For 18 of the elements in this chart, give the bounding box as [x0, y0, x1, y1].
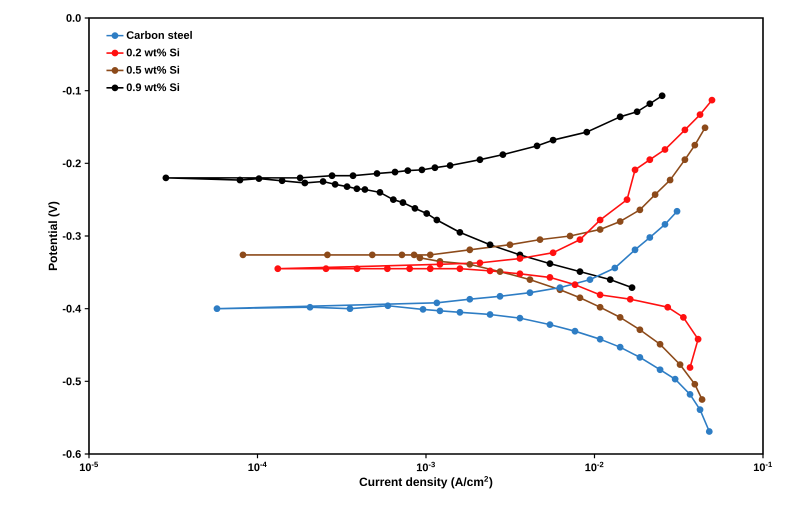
- legend-label: Carbon steel: [126, 30, 192, 39]
- x-axis-title: Current density (A/cm$^{2}$): [360, 476, 492, 488]
- legend-label: 0.9 wt% Si: [126, 83, 180, 92]
- y-axis-title: Potential (V): [48, 202, 60, 270]
- x-tick-label: 10$^{-5}$: [80, 462, 98, 472]
- y-tick-label: -0.4: [62, 304, 82, 313]
- legend-label: 0.2 wt% Si: [126, 48, 180, 56]
- x-tick-label: 10$^{-3}$: [416, 462, 435, 472]
- y-tick-label: -0.5: [62, 377, 81, 386]
- y-tick-label: 0.0: [66, 14, 81, 22]
- x-tick-label: 10$^{-4}$: [248, 462, 267, 472]
- y-tick-label: -0.2: [62, 159, 81, 168]
- x-tick-label: 10$^{-2}$: [585, 462, 604, 472]
- x-tick-label: 10$^{-1}$: [754, 462, 772, 472]
- y-tick-label: -0.6: [62, 450, 81, 458]
- legend-label: 0.5 wt% Si: [126, 66, 180, 74]
- y-tick-label: -0.3: [62, 232, 81, 240]
- y-tick-label: -0.1: [62, 86, 81, 95]
